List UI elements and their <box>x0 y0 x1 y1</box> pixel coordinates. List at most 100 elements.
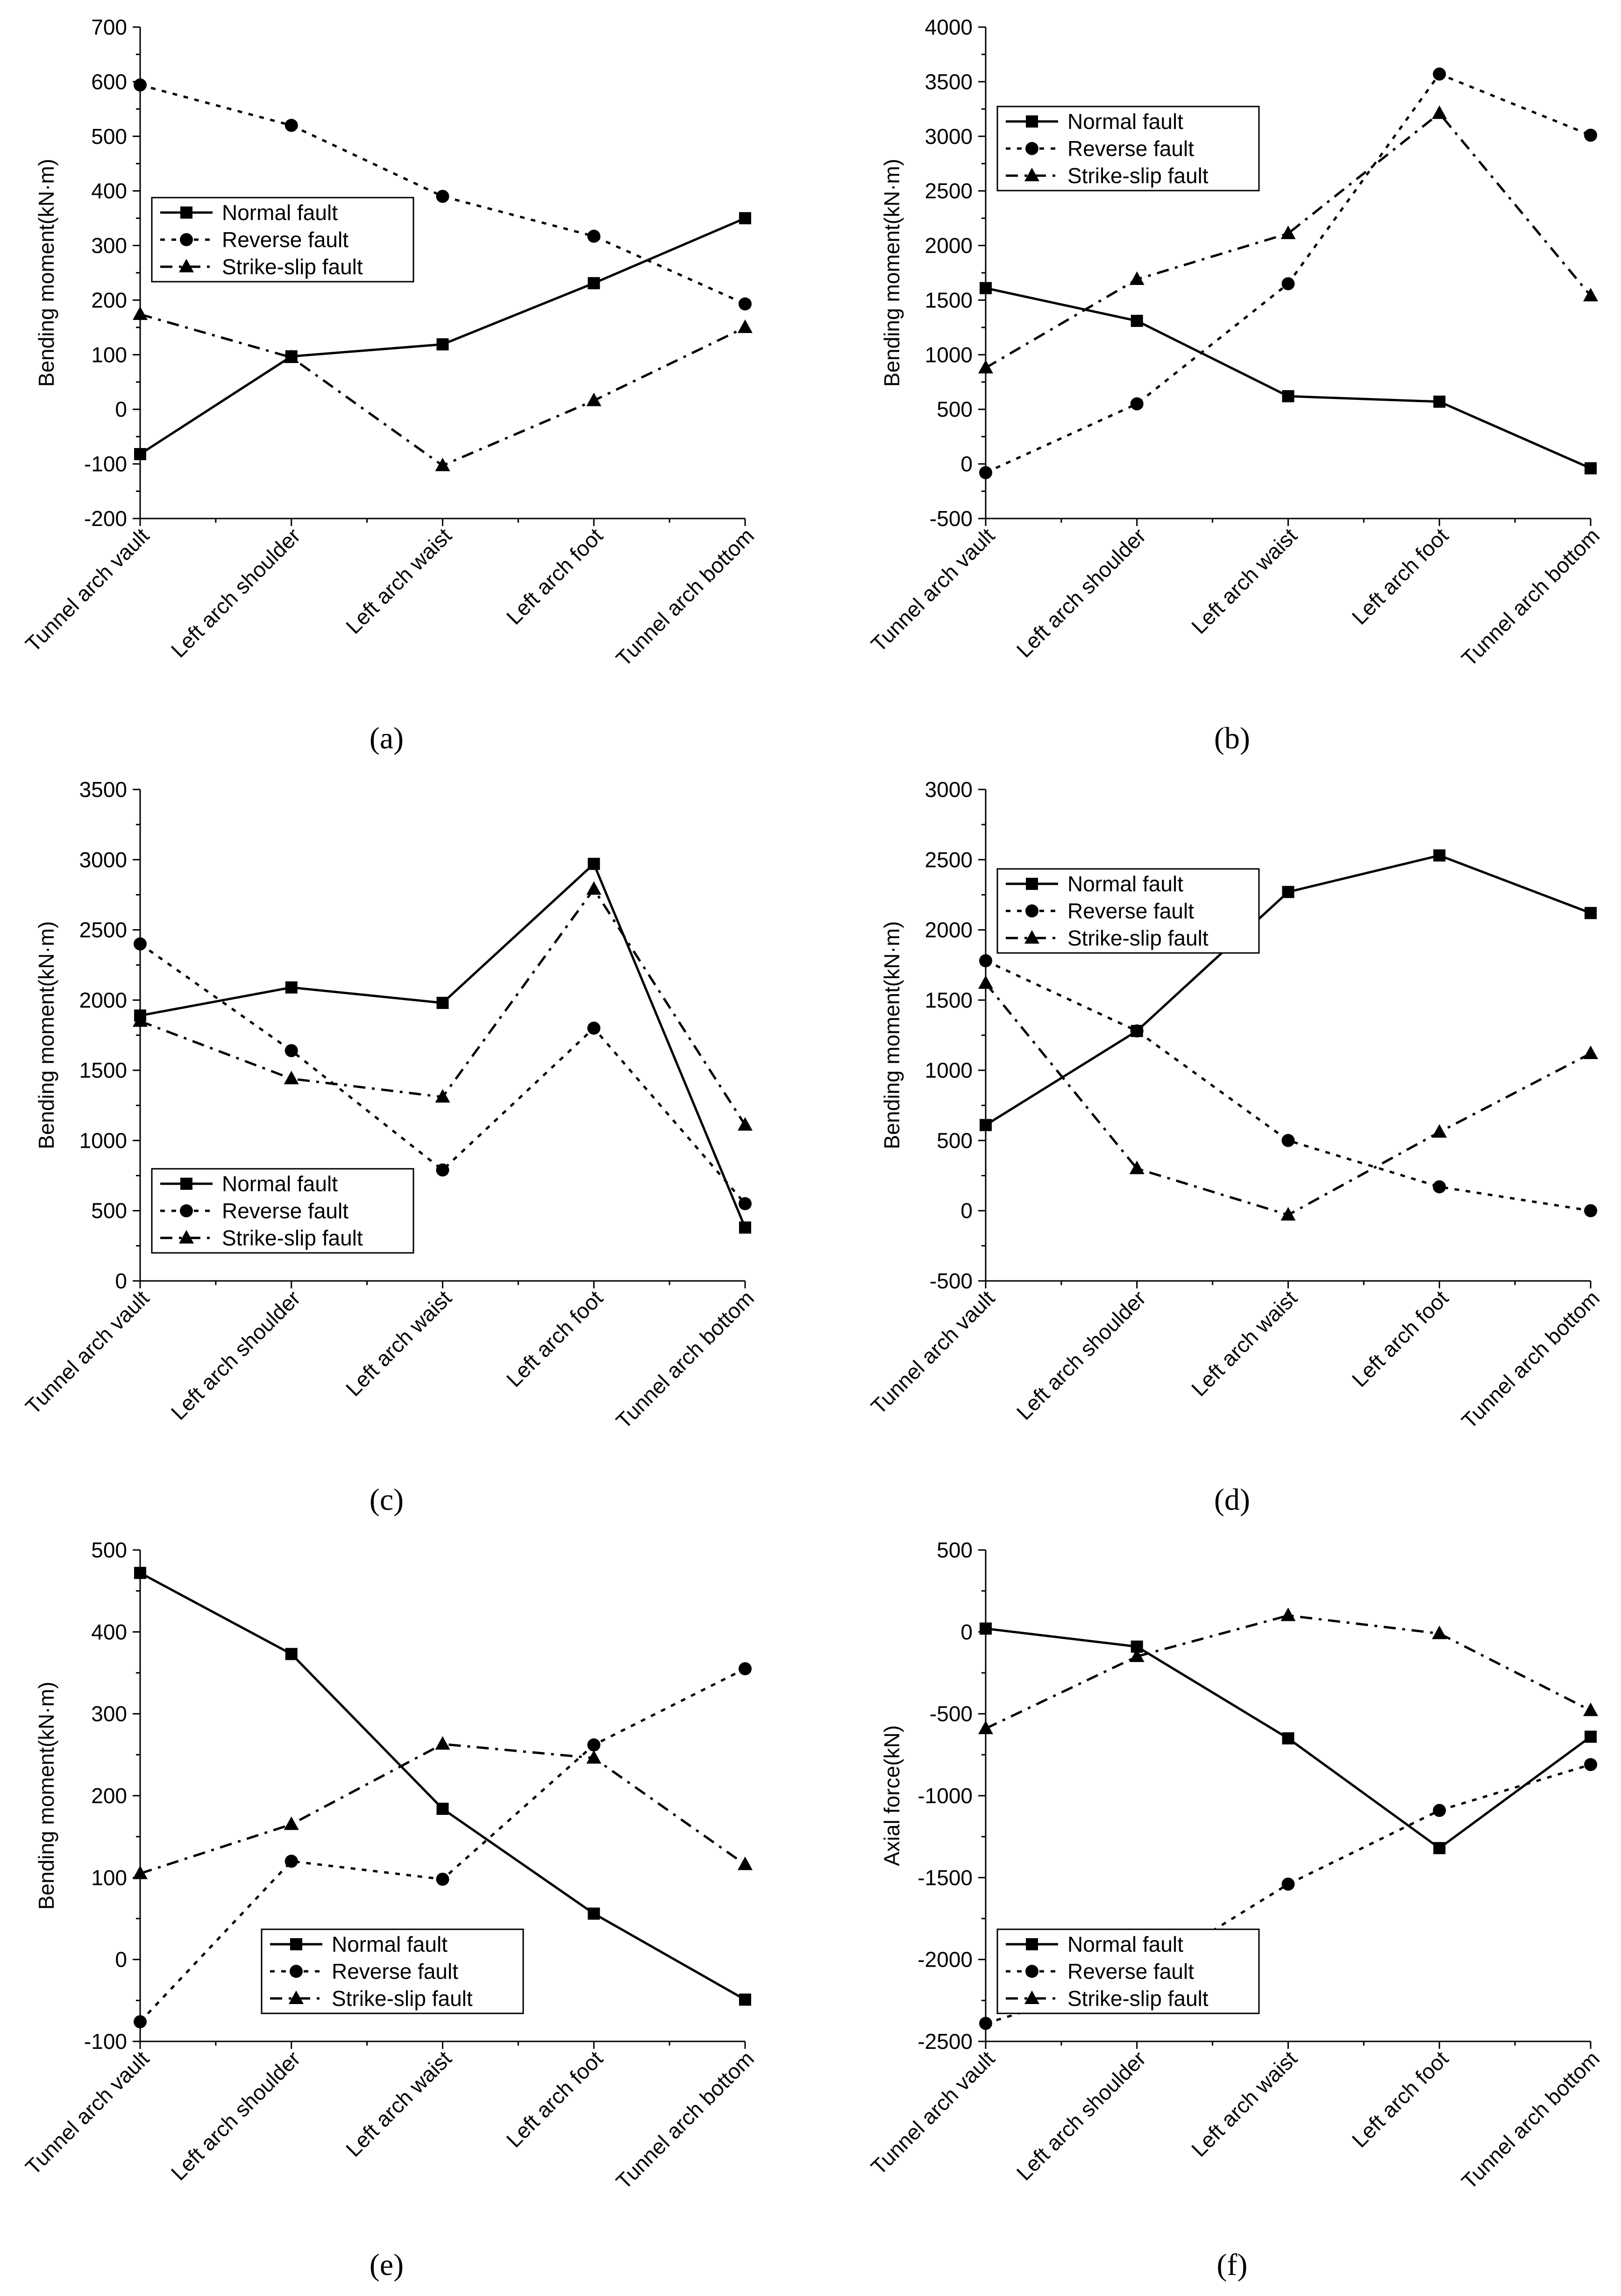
x-tick-label: Left arch waist <box>1187 2046 1302 2161</box>
y-tick-label: 2000 <box>925 234 973 258</box>
data-point <box>133 1865 148 1879</box>
data-point <box>1281 1877 1295 1891</box>
y-axis-label: Axial force(kN) <box>880 1725 904 1866</box>
x-tick-label: Left arch foot <box>1347 2046 1453 2152</box>
y-tick-label: -2500 <box>917 2029 973 2054</box>
y-tick-label: 4000 <box>925 15 973 39</box>
series-reverse-fault <box>979 67 1597 479</box>
panel-caption: (e) <box>370 2248 404 2282</box>
data-point <box>1280 1207 1296 1221</box>
data-point <box>587 229 601 243</box>
y-tick-label: -500 <box>930 1269 973 1293</box>
series-reverse-fault <box>134 1662 752 2028</box>
series-normal-fault <box>134 858 751 1234</box>
data-point <box>1583 288 1598 302</box>
y-axis-label: Bending moment(kN·m) <box>880 159 904 387</box>
data-point <box>1433 1842 1446 1855</box>
legend-label: Normal fault <box>222 1172 338 1196</box>
x-tick-label: Left arch foot <box>502 2046 608 2152</box>
data-point <box>587 1021 601 1035</box>
x-tick-label: Left arch waist <box>341 523 456 639</box>
data-point <box>134 937 147 951</box>
data-point <box>435 457 450 471</box>
data-point <box>133 306 148 320</box>
y-tick-label: 3500 <box>79 777 127 802</box>
series-line <box>140 1742 746 1875</box>
legend-marker <box>289 1990 304 2004</box>
legend-label: Normal fault <box>332 1932 448 1956</box>
x-tick-label: Left arch shoulder <box>166 1286 305 1424</box>
data-point <box>1583 1702 1598 1716</box>
data-point <box>1433 67 1446 81</box>
legend-marker <box>1024 930 1039 944</box>
series-line <box>985 982 1592 1216</box>
y-tick-label: 1000 <box>925 1058 973 1082</box>
data-point <box>435 1089 450 1103</box>
data-point <box>1130 314 1143 327</box>
legend-marker <box>1024 168 1039 181</box>
y-tick-label: 500 <box>91 1538 127 1562</box>
legend-label: Strike-slip fault <box>222 1226 363 1250</box>
data-point <box>980 282 992 294</box>
y-tick-label: -1000 <box>917 1784 973 1808</box>
y-tick-label: -100 <box>84 2029 127 2054</box>
series-line <box>139 943 746 1205</box>
y-tick-label: 1500 <box>79 1058 127 1082</box>
legend-label: Reverse fault <box>1067 1959 1194 1983</box>
legend-marker <box>1024 1990 1039 2004</box>
y-tick-label: -2000 <box>917 1948 973 1972</box>
series-strike-slip-fault <box>133 1736 753 1879</box>
data-point <box>1282 390 1294 403</box>
data-point <box>586 881 602 895</box>
x-tick-label: Left arch foot <box>502 523 608 629</box>
x-tick-label: Left arch waist <box>1187 1286 1302 1401</box>
data-point <box>284 1071 299 1085</box>
y-tick-label: -100 <box>84 452 127 476</box>
y-tick-label: 100 <box>91 1865 127 1890</box>
legend-label: Reverse fault <box>1067 136 1194 161</box>
y-tick-label: 3000 <box>925 124 973 149</box>
chart-panel-c: 0 500 1000 1500 2000 2500 3000 3500 Bending mome… <box>21 777 759 1517</box>
panel-caption: (c) <box>370 1483 404 1517</box>
x-tick-label: Left arch foot <box>1347 523 1453 629</box>
legend-label: Reverse fault <box>222 1199 348 1223</box>
y-tick-label: 200 <box>91 288 127 312</box>
y-tick-label: 500 <box>91 1199 127 1223</box>
y-tick-label: 500 <box>937 1128 973 1152</box>
data-point <box>738 1117 753 1131</box>
y-tick-label: 500 <box>937 1538 973 1562</box>
data-point <box>436 1163 449 1177</box>
series-strike-slip-fault <box>978 975 1598 1221</box>
series-line <box>140 84 746 305</box>
legend-marker <box>1026 115 1038 128</box>
data-point <box>1584 128 1597 142</box>
data-point <box>284 1855 298 1868</box>
legend-marker <box>290 1965 303 1978</box>
x-tick-label: Tunnel arch vault <box>21 523 154 656</box>
series-reverse-fault <box>134 78 752 311</box>
y-axis-label: Bending moment(kN·m) <box>880 921 904 1149</box>
y-tick-label: -200 <box>84 506 127 531</box>
data-point <box>588 1907 600 1920</box>
legend-label: Reverse fault <box>1067 899 1194 923</box>
x-tick-label: Tunnel arch vault <box>21 2046 154 2179</box>
data-point <box>436 190 449 203</box>
data-point <box>1130 397 1144 411</box>
data-point <box>586 1750 602 1764</box>
series-line <box>140 313 746 467</box>
data-point <box>1433 1804 1446 1817</box>
data-point <box>1584 1204 1597 1217</box>
legend-marker <box>1026 1938 1038 1950</box>
chart-panel-a: -200 -100 0 100 200 300 400 500 600 700 Bending mo… <box>21 15 759 755</box>
data-point <box>134 448 146 461</box>
y-tick-label: 0 <box>960 1620 973 1644</box>
data-point <box>588 858 600 870</box>
data-point <box>134 1567 146 1579</box>
data-point <box>1584 1758 1597 1771</box>
x-tick-label: Tunnel arch bottom <box>611 2046 759 2194</box>
legend-label: Normal fault <box>1067 872 1183 896</box>
data-point <box>436 1803 449 1815</box>
data-point <box>978 975 993 989</box>
